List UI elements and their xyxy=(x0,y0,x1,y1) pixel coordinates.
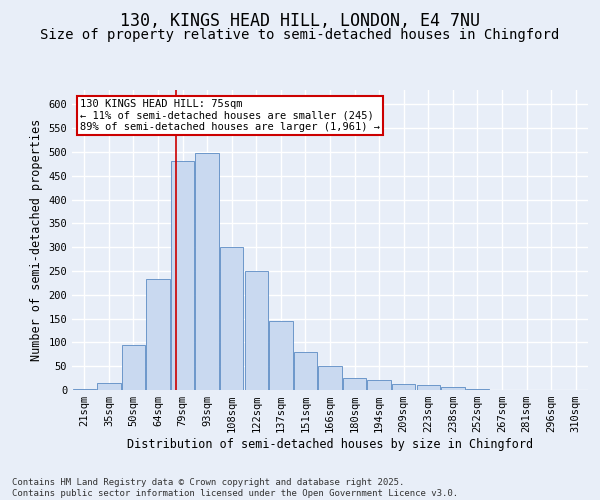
Text: 130, KINGS HEAD HILL, LONDON, E4 7NU: 130, KINGS HEAD HILL, LONDON, E4 7NU xyxy=(120,12,480,30)
Bar xyxy=(97,383,121,390)
Bar xyxy=(245,271,268,390)
Bar xyxy=(269,321,293,390)
Bar xyxy=(146,279,170,390)
Bar xyxy=(441,387,464,390)
Bar xyxy=(196,153,219,390)
Bar xyxy=(343,378,366,390)
Bar xyxy=(466,388,489,390)
Y-axis label: Number of semi-detached properties: Number of semi-detached properties xyxy=(30,119,43,361)
Text: 130 KINGS HEAD HILL: 75sqm
← 11% of semi-detached houses are smaller (245)
89% o: 130 KINGS HEAD HILL: 75sqm ← 11% of semi… xyxy=(80,99,380,132)
Bar xyxy=(294,352,317,390)
Text: Contains HM Land Registry data © Crown copyright and database right 2025.
Contai: Contains HM Land Registry data © Crown c… xyxy=(12,478,458,498)
Bar xyxy=(73,388,96,390)
Bar xyxy=(367,380,391,390)
Bar xyxy=(220,247,244,390)
Bar xyxy=(392,384,415,390)
Text: Size of property relative to semi-detached houses in Chingford: Size of property relative to semi-detach… xyxy=(40,28,560,42)
Bar xyxy=(122,345,145,390)
Bar xyxy=(171,162,194,390)
Bar xyxy=(319,366,341,390)
X-axis label: Distribution of semi-detached houses by size in Chingford: Distribution of semi-detached houses by … xyxy=(127,438,533,451)
Bar xyxy=(416,385,440,390)
